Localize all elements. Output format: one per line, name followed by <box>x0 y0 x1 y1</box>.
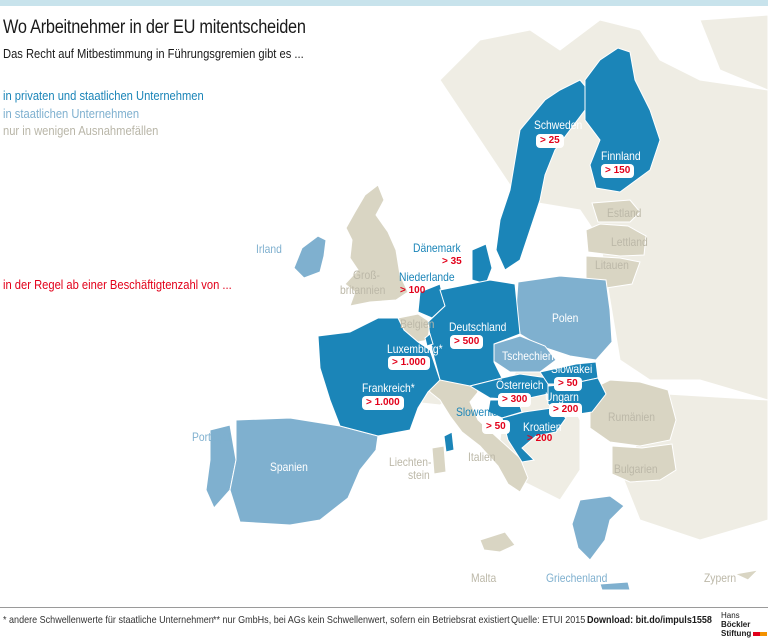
label-slowakei: Slowakei <box>551 362 593 376</box>
country-daenemark <box>471 243 493 285</box>
label-niederlande: Niederlande <box>399 270 455 284</box>
label-griechenland: Griechenland <box>546 571 608 585</box>
country-lettland <box>585 223 647 257</box>
label-slowenien: Slowenien <box>456 405 504 419</box>
label-britannien: britannien <box>340 283 386 297</box>
country-korsika <box>443 431 455 453</box>
country-irland <box>293 235 327 279</box>
label-frankreich: Frankreich* <box>362 381 415 395</box>
label-oesterreich: Österreich <box>496 378 544 392</box>
legend-exceptions-only: nur in wenigen Ausnahmefällen <box>3 123 159 138</box>
country-sardinien <box>431 445 447 475</box>
hans-boeckler-logo: Hans Böckler Stiftung <box>721 611 768 638</box>
label-rumaenien: Rumänien <box>608 410 656 424</box>
country-schweden <box>495 79 591 271</box>
footer-divider <box>0 607 768 608</box>
badge-finnland: > 150 <box>601 164 635 178</box>
label-schweden: Schweden <box>534 118 583 132</box>
threshold-note: in der Regel ab einer Beschäftigtenzahl … <box>3 277 232 292</box>
chart-title: Wo Arbeitnehmer in der EU mitentscheiden <box>3 17 306 38</box>
label-tschechien: Tschechien <box>502 349 554 363</box>
country-kreta <box>599 581 631 591</box>
label-kroatien: Kroatien <box>523 420 562 434</box>
country-rumaenien <box>589 379 677 447</box>
country-finnland <box>584 47 661 193</box>
logo-boeckler: Böckler <box>721 620 751 629</box>
badge-frankreich: > 1.000 <box>362 396 404 410</box>
country-bulgarien <box>611 443 677 483</box>
label-litauen: Litauen <box>595 258 629 272</box>
label-liechtenstein-1: Liechten- <box>389 455 432 469</box>
country-frankreich <box>317 317 441 437</box>
logo-hans: Hans <box>721 611 740 620</box>
label-spanien: Spanien <box>270 460 308 474</box>
label-gross: Groß- <box>353 268 380 282</box>
country-luxemburg <box>424 333 434 347</box>
source: Quelle: ETUI 2015 <box>511 614 586 626</box>
country-griechenland <box>571 495 625 561</box>
top-accent-bar <box>0 0 768 6</box>
label-portugal: Portugal <box>192 430 231 444</box>
logo-color-bar-icon <box>753 631 768 636</box>
badge-slowakei: > 50 <box>554 377 582 391</box>
label-bulgarien: Bulgarien <box>614 462 658 476</box>
label-polen: Polen <box>552 311 579 325</box>
label-finnland: Finnland <box>601 149 641 163</box>
footnote-1: * andere Schwellenwerte für staatliche U… <box>3 614 214 626</box>
logo-stiftung: Stiftung <box>721 629 752 638</box>
chart-subtitle: Das Recht auf Mitbestimmung in Führungsg… <box>3 46 304 61</box>
badge-niederlande: > 100 <box>400 285 426 296</box>
badge-deutschland: > 500 <box>450 335 484 349</box>
country-portugal <box>205 424 237 509</box>
country-sizilien <box>479 531 516 553</box>
footnote-2: ** nur GmbHs, bei AGs kein Schwellenwert… <box>213 614 510 626</box>
country-zypern <box>733 569 760 581</box>
label-ungarn: Ungarn <box>545 390 579 404</box>
country-kroatien <box>501 407 567 463</box>
badge-schweden: > 25 <box>536 134 564 148</box>
country-grossbritannien <box>344 184 409 307</box>
label-zypern: Zypern <box>704 571 737 585</box>
label-italien: Italien <box>468 450 496 464</box>
country-tschechien <box>491 335 557 373</box>
country-estland <box>591 199 641 223</box>
badge-kroatien: > 200 <box>527 433 553 444</box>
label-lettland: Lettland <box>611 235 648 249</box>
label-belgien: Belgien <box>400 317 435 331</box>
badge-ungarn: > 200 <box>549 403 583 417</box>
label-malta: Malta <box>471 571 497 585</box>
label-liechtenstein-2: stein <box>408 468 430 482</box>
label-estland: Estland <box>607 206 642 220</box>
label-irland: Irland <box>256 242 282 256</box>
badge-oesterreich: > 300 <box>498 393 532 407</box>
legend-state-only: in staatlichen Unternehmen <box>3 106 140 121</box>
label-deutschland: Deutschland <box>449 320 507 334</box>
download-link[interactable]: Download: bit.do/impuls1558 <box>587 614 712 626</box>
label-daenemark: Dänemark <box>413 241 461 255</box>
badge-daenemark: > 35 <box>442 256 462 267</box>
label-luxemburg: Luxemburg* <box>387 342 443 356</box>
badge-slowenien: > 50 <box>482 420 510 434</box>
legend-private-and-state: in privaten und staatlichen Unternehmen <box>3 88 204 103</box>
badge-luxemburg: > 1.000 <box>388 356 430 370</box>
europe-map <box>205 14 768 591</box>
